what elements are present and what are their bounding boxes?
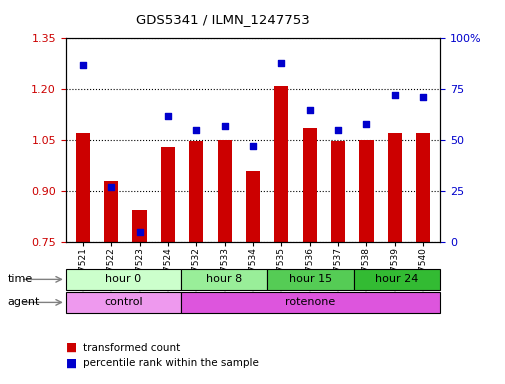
Text: time: time [8,274,33,284]
Bar [245,171,260,242]
Point [390,92,398,98]
Point [107,184,115,190]
Text: hour 8: hour 8 [206,274,242,285]
Text: rotenone: rotenone [285,297,335,308]
Bar [132,210,146,242]
Bar [217,140,231,242]
Point [135,229,143,235]
Bar [330,141,344,242]
Bar [189,141,203,242]
Text: percentile rank within the sample: percentile rank within the sample [83,358,259,368]
Point [192,127,200,133]
Text: GDS5341 / ILMN_1247753: GDS5341 / ILMN_1247753 [135,13,309,26]
Bar [181,269,267,290]
Bar [415,133,429,242]
Text: hour 0: hour 0 [105,274,141,285]
Point [305,107,313,113]
Bar [66,269,181,290]
Bar [76,133,90,242]
Point [418,94,426,101]
Text: ■: ■ [66,341,77,354]
Text: agent: agent [8,297,40,307]
Text: control: control [104,297,142,308]
Point [164,113,172,119]
Text: hour 24: hour 24 [375,274,418,285]
Text: transformed count: transformed count [83,343,180,353]
Bar [66,292,181,313]
Bar [181,292,439,313]
Bar [359,140,373,242]
Point [362,121,370,127]
Point [248,143,257,149]
Bar [104,181,118,242]
Bar [274,86,288,242]
Point [220,123,228,129]
Point [333,127,341,133]
Bar [302,128,316,242]
Text: ■: ■ [66,356,77,369]
Bar [161,147,175,242]
Point [277,60,285,66]
Point [79,62,87,68]
Bar [267,269,353,290]
Text: hour 15: hour 15 [288,274,331,285]
Bar [387,133,401,242]
Bar [353,269,439,290]
